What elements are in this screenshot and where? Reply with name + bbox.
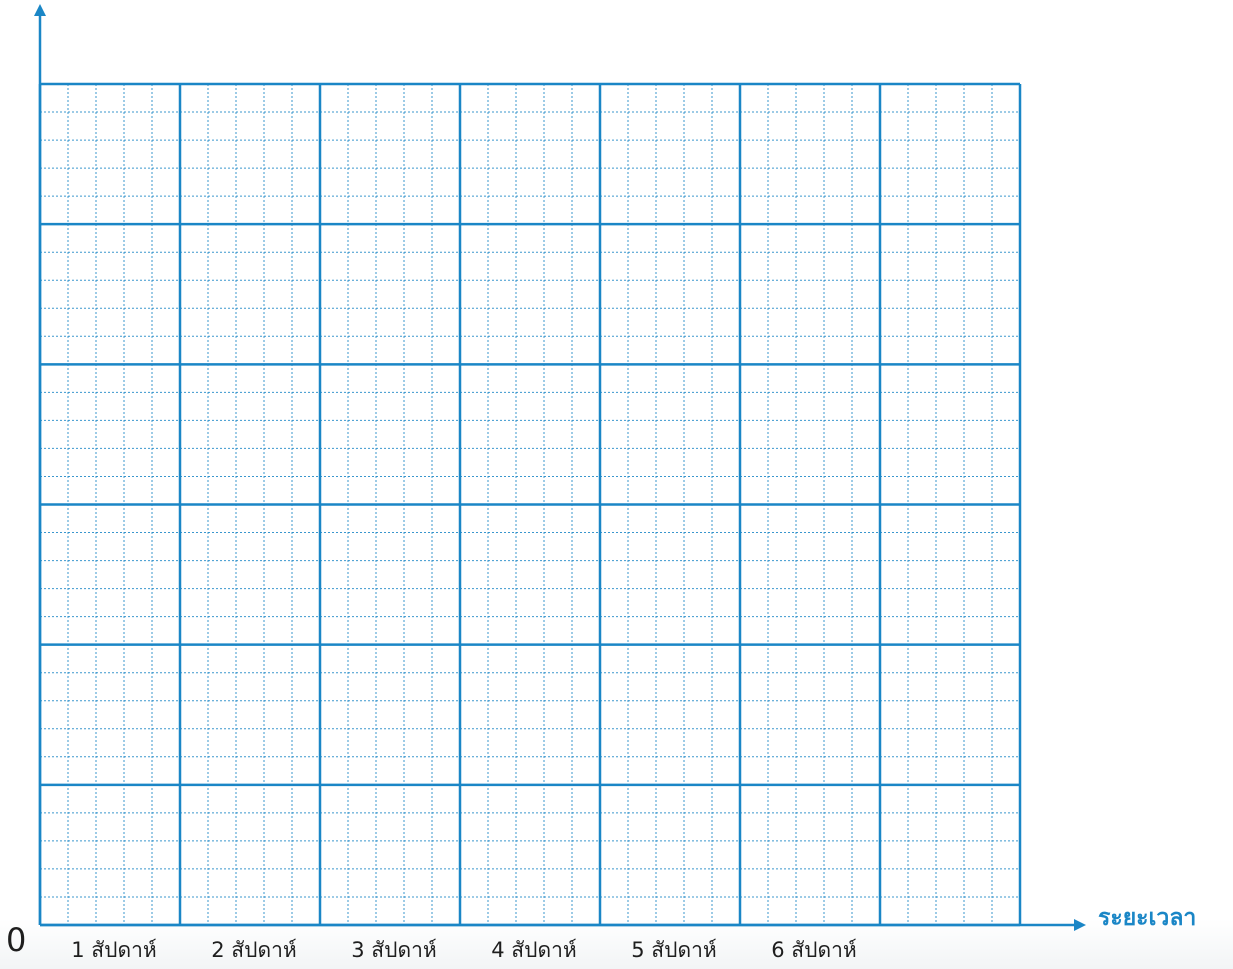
x-tick-label: 3 สัปดาห์ — [351, 938, 437, 962]
x-tick-label: 6 สัปดาห์ — [771, 938, 857, 962]
x-axis-arrow-icon — [1074, 919, 1086, 931]
x-tick-label: 1 สัปดาห์ — [71, 938, 157, 962]
x-tick-label: 2 สัปดาห์ — [211, 938, 297, 962]
x-axis-title: ระยะเวลา — [1098, 905, 1197, 931]
bottom-shadow — [0, 919, 1233, 969]
axes — [34, 4, 1086, 931]
y-axis-arrow-icon — [34, 4, 46, 16]
major-grid — [38, 82, 1022, 927]
x-tick-label: 5 สัปดาห์ — [631, 938, 717, 962]
x-tick-label: 4 สัปดาห์ — [491, 938, 577, 962]
origin-label: 0 — [6, 921, 27, 959]
